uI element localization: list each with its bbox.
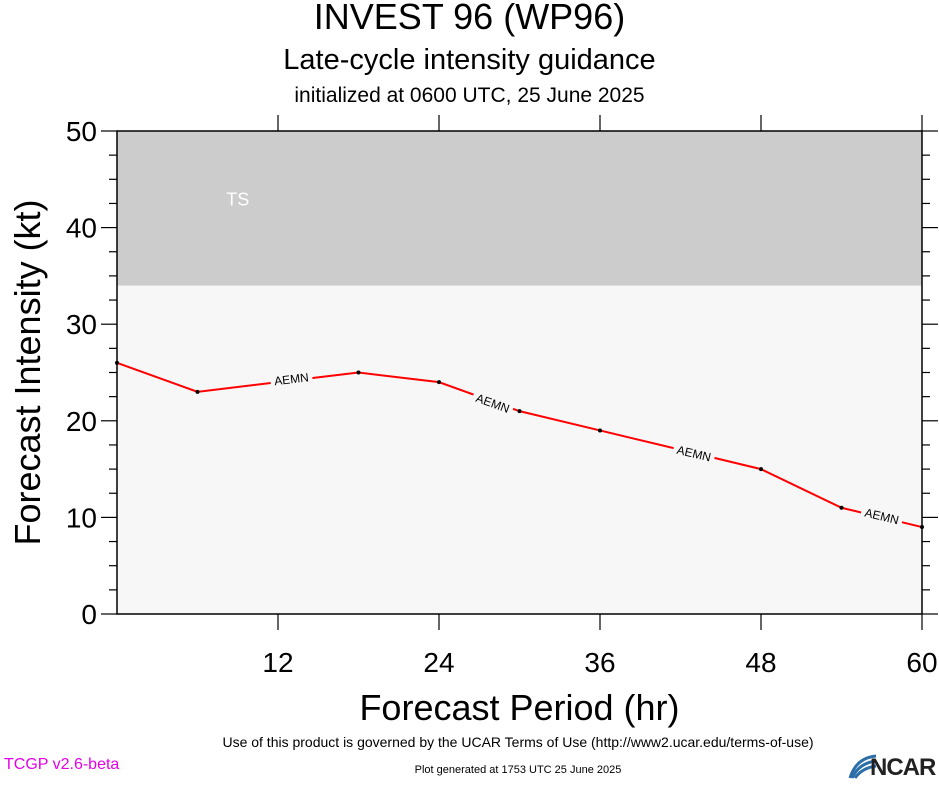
ncar-logo-text: NCAR	[870, 754, 936, 781]
series-point	[839, 505, 844, 510]
curve-label-background	[269, 369, 313, 388]
ts-band	[117, 131, 922, 286]
chart-title: INVEST 96 (WP96)	[313, 0, 626, 37]
x-axis-title: Forecast Period (hr)	[359, 687, 679, 728]
x-tick-label: 36	[584, 647, 615, 678]
x-tick-label: 60	[906, 647, 937, 678]
curve-label: AEMN	[273, 370, 309, 388]
ts-band-label: TS	[226, 190, 249, 210]
chart-subtitle: Late-cycle intensity guidance	[283, 44, 656, 76]
terms-of-use-text: Use of this product is governed by the U…	[222, 734, 814, 750]
y-tick-label: 30	[66, 309, 97, 340]
curve-label-group: AEMN	[269, 369, 313, 388]
plot-generated-text: Plot generated at 1753 UTC 25 June 2025	[414, 764, 622, 776]
series-point	[195, 389, 200, 394]
series-point	[598, 428, 602, 433]
x-tick-label: 24	[423, 647, 454, 678]
series-point	[437, 380, 441, 385]
ncar-logo: NCAR	[848, 752, 939, 781]
y-tick-label: 40	[66, 213, 97, 244]
x-tick-label: 12	[262, 647, 293, 678]
chart-init-time: initialized at 0600 UTC, 25 June 2025	[294, 84, 645, 107]
curve-label-background	[672, 441, 716, 465]
series-point	[356, 370, 361, 375]
y-tick-label: 20	[66, 406, 97, 437]
version-label: TCGP v2.6-beta	[4, 756, 120, 773]
y-tick-label: 10	[66, 502, 97, 533]
y-tick-label: 0	[81, 599, 97, 630]
curve-label-background	[470, 389, 515, 417]
y-axis-title: Forecast Intensity (kt)	[7, 199, 48, 545]
ncar-logo-icon	[848, 754, 877, 779]
y-tick-label: 50	[66, 116, 97, 147]
x-tick-label: 48	[745, 647, 776, 678]
series-point	[517, 409, 522, 414]
curve-label-background	[859, 504, 904, 528]
series-point	[920, 525, 924, 530]
series-point	[115, 360, 119, 365]
series-point	[759, 467, 763, 472]
